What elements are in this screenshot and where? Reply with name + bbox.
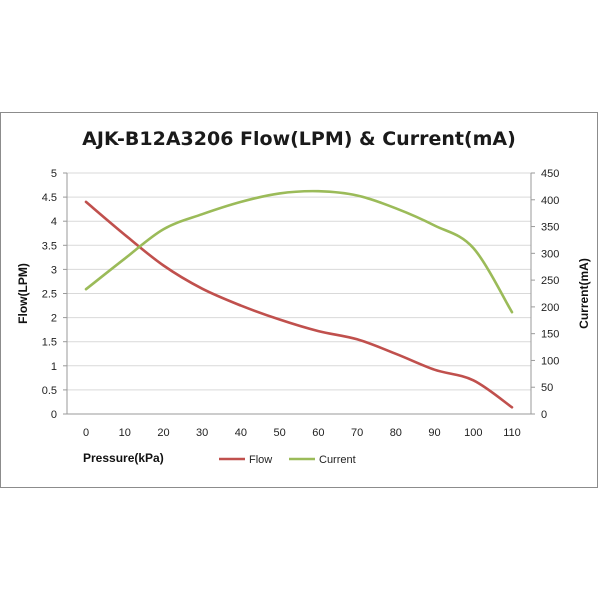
- y-axis-left-label: Flow(LPM): [16, 263, 30, 324]
- x-tick-label: 110: [503, 427, 521, 439]
- y-axis-right-label: Current(mA): [577, 258, 591, 329]
- y-left-tick-label: 3.5: [42, 240, 57, 252]
- x-tick-label: 20: [157, 427, 169, 439]
- y-left-tick-label: 4.5: [42, 192, 57, 204]
- x-tick-label: 80: [390, 427, 402, 439]
- x-tick-label: 40: [235, 427, 247, 439]
- y-right-tick-label: 450: [541, 168, 559, 180]
- chart-frame: AJK-B12A3206 Flow(LPM) & Current(mA) 0 0.…: [0, 112, 598, 488]
- y-right-tick-label: 400: [541, 195, 559, 207]
- y-left-tick-label: 3: [51, 264, 57, 276]
- legend-label-flow: Flow: [249, 454, 272, 466]
- series-line-current: [84, 189, 514, 314]
- y-right-tick-label: 150: [541, 329, 559, 341]
- y-left-tick-label: 2: [51, 313, 57, 325]
- y-left-tick-label: 1: [51, 361, 57, 373]
- chart: AJK-B12A3206 Flow(LPM) & Current(mA) 0 0.…: [16, 128, 591, 466]
- legend-label-current: Current: [319, 454, 356, 466]
- x-tick-label: 100: [464, 427, 482, 439]
- x-tick-label: 90: [428, 427, 440, 439]
- y-left-tick-label: 2.5: [42, 289, 57, 301]
- y-left-tick-label: 4: [51, 216, 57, 228]
- tick-labels: 00.511.522.533.544.550501001502002503003…: [42, 168, 560, 439]
- y-right-tick-label: 0: [541, 409, 547, 421]
- series-lines: [84, 189, 514, 409]
- x-tick-label: 30: [196, 427, 208, 439]
- y-right-tick-label: 200: [541, 302, 559, 314]
- gridlines: [67, 172, 531, 415]
- y-left-tick-label: 0: [51, 409, 57, 421]
- y-left-tick-label: 5: [51, 168, 57, 180]
- x-tick-label: 10: [119, 427, 131, 439]
- x-tick-label: 60: [312, 427, 324, 439]
- legend: Flow Current: [219, 454, 356, 466]
- chart-title: AJK-B12A3206 Flow(LPM) & Current(mA): [82, 128, 516, 150]
- series-line-flow: [84, 200, 514, 409]
- x-tick-label: 70: [351, 427, 363, 439]
- x-tick-label: 0: [83, 427, 89, 439]
- y-left-tick-label: 1.5: [42, 337, 57, 349]
- y-right-tick-label: 100: [541, 355, 559, 367]
- x-axis-label: Pressure(kPa): [83, 451, 164, 465]
- y-right-tick-label: 300: [541, 248, 559, 260]
- y-left-tick-label: 0.5: [42, 385, 57, 397]
- x-tick-label: 50: [274, 427, 286, 439]
- y-right-tick-label: 250: [541, 275, 559, 287]
- y-right-tick-label: 50: [541, 382, 553, 394]
- y-right-tick-label: 350: [541, 222, 559, 234]
